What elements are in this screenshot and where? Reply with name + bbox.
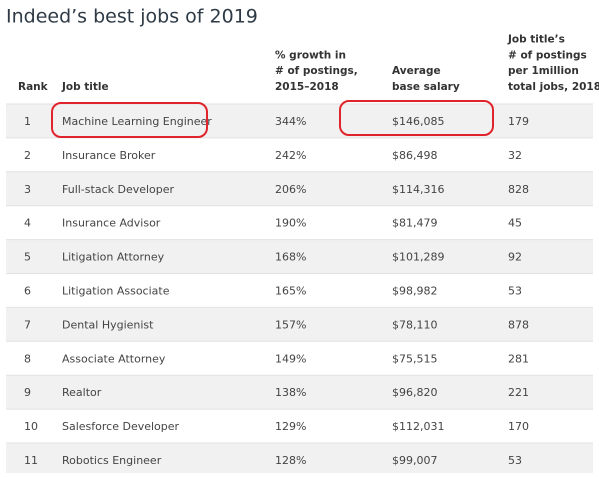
table-cell: 149% xyxy=(275,352,306,365)
table-cell: Realtor xyxy=(62,386,102,399)
table-cell: 828 xyxy=(508,183,529,196)
row-background xyxy=(6,443,593,477)
column-header: per 1million xyxy=(508,65,579,77)
table-cell: Full-stack Developer xyxy=(62,183,175,196)
table-cell: Litigation Attorney xyxy=(62,251,165,264)
row-background xyxy=(6,307,593,342)
column-header: base salary xyxy=(392,81,460,93)
table-cell: $81,479 xyxy=(392,217,438,230)
rank-cell: 7 xyxy=(24,318,31,331)
table-body: 1 Machine Learning Engineer 344% $146,085 17… xyxy=(6,103,593,477)
table-cell: $75,515 xyxy=(392,352,438,365)
table-cell: 157% xyxy=(275,318,306,331)
table-cell: 168% xyxy=(275,251,306,264)
table-cell: Salesforce Developer xyxy=(62,420,180,433)
table-cell: Dental Hygienist xyxy=(62,318,154,331)
table-cell: Machine Learning Engineer xyxy=(62,115,212,128)
table-cell: 179 xyxy=(508,115,529,128)
table-cell: 878 xyxy=(508,318,529,331)
table-cell: Insurance Advisor xyxy=(62,217,161,230)
table-cell: 53 xyxy=(508,454,522,467)
table-cell: $98,982 xyxy=(392,284,438,297)
column-header: Average xyxy=(392,65,441,77)
column-header: 2015–2018 xyxy=(275,81,339,93)
table-cell: $112,031 xyxy=(392,420,445,433)
table-cell: 128% xyxy=(275,454,306,467)
rank-cell: 10 xyxy=(24,420,38,433)
table-cell: 281 xyxy=(508,352,529,365)
column-header: % growth in xyxy=(275,49,346,61)
table-cell: 242% xyxy=(275,149,306,162)
highlight-box xyxy=(339,100,494,136)
rank-cell: 4 xyxy=(24,217,31,230)
table-cell: 45 xyxy=(508,217,522,230)
table-cell: $96,820 xyxy=(392,386,438,399)
rank-cell: 1 xyxy=(24,115,31,128)
rank-cell: 8 xyxy=(24,352,31,365)
column-header: Rank xyxy=(18,81,49,93)
column-header: Job title’s xyxy=(507,34,565,46)
rank-cell: 3 xyxy=(24,183,31,196)
table-cell: 190% xyxy=(275,217,306,230)
row-background xyxy=(6,375,593,410)
table-cell: Litigation Associate xyxy=(62,284,170,297)
page-title: Indeed’s best jobs of 2019 xyxy=(6,6,258,28)
table-cell: 129% xyxy=(275,420,306,433)
rank-cell: 6 xyxy=(24,284,31,297)
table-cell: $78,110 xyxy=(392,318,438,331)
table-cell: Insurance Broker xyxy=(62,149,156,162)
table-cell: 221 xyxy=(508,386,529,399)
table-cell: $114,316 xyxy=(392,183,445,196)
rank-cell: 11 xyxy=(24,454,38,467)
table-cell: $99,007 xyxy=(392,454,438,467)
row-background xyxy=(6,239,593,274)
column-header: # of postings, xyxy=(275,65,358,77)
table-cell: 138% xyxy=(275,386,306,399)
table-cell: 92 xyxy=(508,251,522,264)
table-cell: 53 xyxy=(508,284,522,297)
table-cell: 32 xyxy=(508,149,522,162)
table-cell: 170 xyxy=(508,420,529,433)
column-header: total jobs, 2018 xyxy=(508,81,599,93)
rank-cell: 2 xyxy=(24,149,31,162)
row-background xyxy=(6,104,593,138)
rank-cell: 9 xyxy=(24,386,31,399)
table-cell: $86,498 xyxy=(392,149,438,162)
row-background xyxy=(6,171,593,206)
table-cell: 165% xyxy=(275,284,306,297)
table-cell: Associate Attorney xyxy=(62,352,166,365)
table-cell: $101,289 xyxy=(392,251,445,264)
column-header: Job title xyxy=(61,81,109,93)
rank-cell: 5 xyxy=(24,251,31,264)
table-cell: Robotics Engineer xyxy=(62,454,162,467)
table-cell: $146,085 xyxy=(392,115,445,128)
column-header: # of postings xyxy=(508,49,587,61)
highlight-box xyxy=(51,102,208,138)
table-cell: 206% xyxy=(275,183,306,196)
table-cell: 344% xyxy=(275,115,306,128)
